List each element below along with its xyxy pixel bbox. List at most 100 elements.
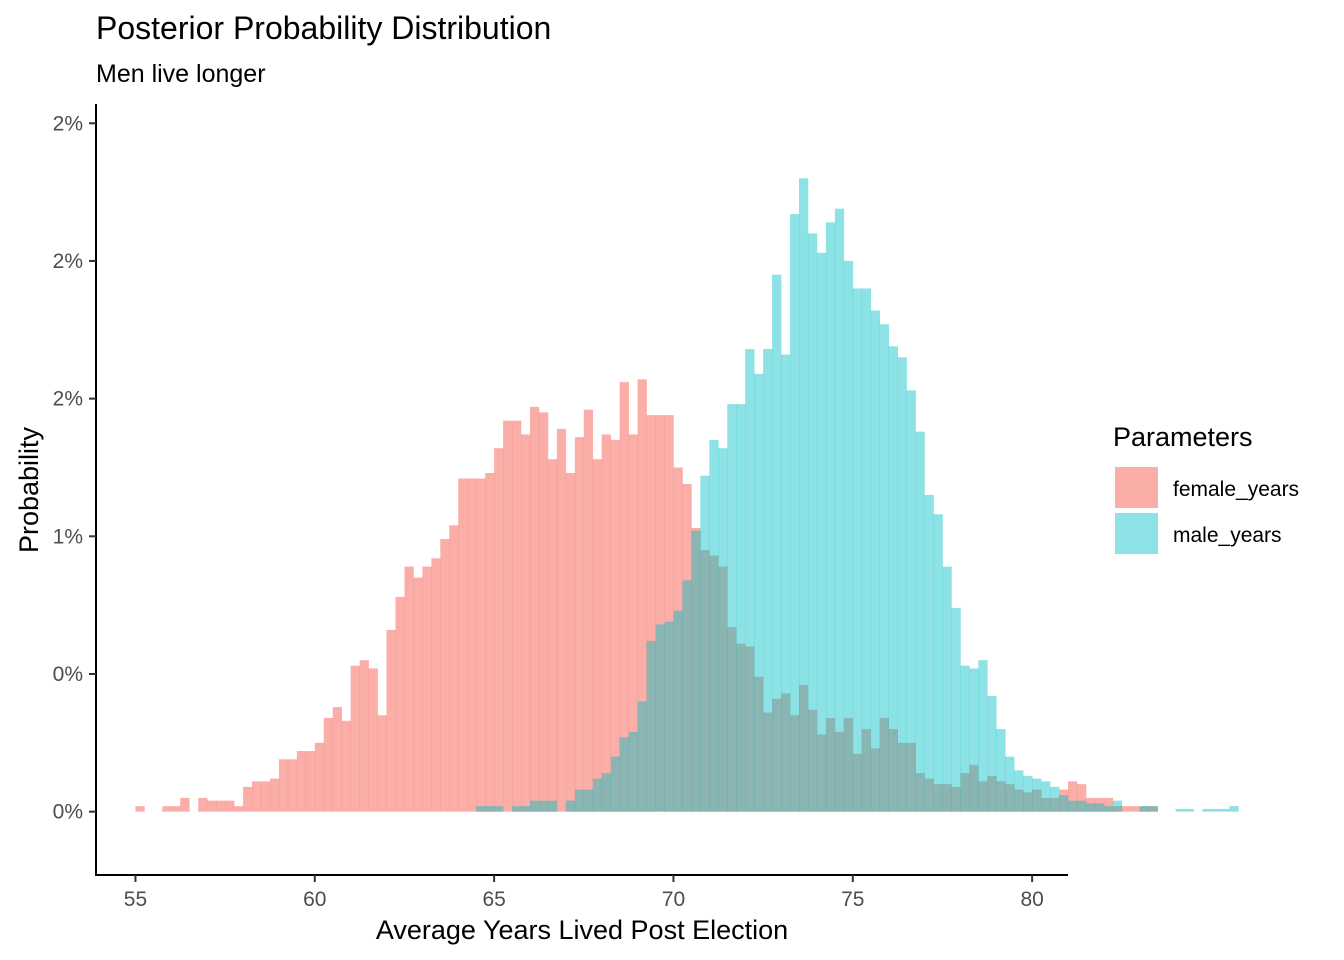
bar-female_years-91: [951, 786, 961, 812]
bar-female_years-82: [870, 748, 880, 812]
bar-male_years-8: [547, 800, 558, 812]
bar-male_years-38: [816, 252, 827, 812]
bar-female_years-68: [745, 646, 755, 812]
x-tick-label-75: 75: [841, 888, 864, 911]
bar-female_years-31: [413, 577, 423, 812]
bar-male_years-79: [1184, 808, 1194, 812]
bar-male_years-0: [476, 806, 486, 812]
bar-male_years-51: [933, 514, 943, 812]
bar-female_years-98: [1014, 789, 1024, 812]
series-male_years: [476, 178, 1239, 812]
bar-female_years-84: [888, 729, 898, 812]
bar-male_years-29: [736, 404, 746, 812]
bar-female_years-30: [404, 566, 414, 812]
bar-female_years-101: [1041, 797, 1051, 812]
bar-male_years-26: [709, 439, 719, 812]
bar-male_years-37: [807, 233, 818, 812]
legend-label-male: male_years: [1173, 524, 1282, 547]
bar-male_years-1: [485, 806, 495, 812]
bar-female_years-113: [1148, 806, 1158, 812]
bar-male_years-65: [1059, 795, 1069, 812]
bar-female_years-95: [987, 775, 997, 812]
bar-female_years-0: [135, 806, 145, 812]
bar-female_years-7: [198, 797, 208, 812]
bar-female_years-39: [485, 472, 495, 812]
legend-label-female: female_years: [1173, 478, 1299, 501]
bar-female_years-100: [1032, 789, 1042, 812]
bar-male_years-21: [664, 621, 674, 812]
bar-female_years-4: [171, 806, 181, 812]
bar-female_years-24: [350, 665, 360, 812]
bar-male_years-20: [655, 624, 665, 812]
bar-female_years-112: [1139, 806, 1149, 812]
bar-female_years-96: [996, 781, 1006, 812]
bar-female_years-40: [494, 448, 504, 812]
bar-female_years-50: [583, 409, 594, 812]
bar-female_years-94: [978, 781, 988, 812]
bar-female_years-42: [512, 420, 522, 812]
bar-male_years-55: [969, 668, 979, 812]
bar-male_years-61: [1023, 775, 1033, 812]
bar-male_years-45: [879, 324, 889, 812]
bar-male_years-35: [790, 214, 800, 812]
bar-male_years-63: [1041, 781, 1051, 812]
legend: Parameters female_years male_years: [1113, 422, 1299, 554]
bar-female_years-61: [682, 483, 692, 812]
bar-female_years-62: [691, 528, 701, 812]
bar-male_years-58: [996, 729, 1006, 812]
bar-male_years-23: [682, 580, 692, 812]
bar-female_years-41: [503, 420, 513, 812]
bar-female_years-8: [207, 800, 217, 812]
bar-male_years-84: [1229, 806, 1239, 812]
bar-female_years-13: [252, 781, 262, 812]
bar-female_years-60: [673, 467, 683, 812]
bar-female_years-3: [162, 806, 172, 812]
bar-female_years-64: [709, 555, 719, 812]
bar-male_years-2: [494, 806, 504, 812]
bar-male_years-36: [799, 178, 809, 812]
bar-male_years-52: [942, 566, 952, 812]
bar-female_years-83: [879, 718, 889, 812]
bar-female_years-87: [915, 773, 925, 812]
bar-female_years-75: [807, 709, 818, 812]
bar-female_years-12: [243, 786, 253, 812]
bar-female_years-72: [781, 693, 791, 812]
bar-female_years-110: [1121, 806, 1132, 812]
bar-female_years-58: [655, 415, 665, 812]
bar-male_years-34: [781, 354, 791, 812]
bar-male_years-78: [1175, 808, 1185, 812]
bar-male_years-67: [1076, 800, 1087, 812]
bar-male_years-17: [628, 731, 638, 812]
bar-female_years-48: [565, 472, 576, 812]
bar-male_years-69: [1094, 803, 1105, 812]
bar-male_years-50: [924, 495, 934, 812]
y-tick-label-3: 2%: [53, 388, 83, 411]
bar-female_years-15: [269, 778, 280, 812]
bar-male_years-64: [1050, 786, 1060, 812]
chart-title: Posterior Probability Distribution: [96, 10, 551, 46]
bar-male_years-16: [619, 737, 629, 812]
y-axis-ticks: 0% 0% 1% 2% 2% 2%: [53, 112, 96, 824]
bar-female_years-17: [287, 759, 298, 812]
bar-male_years-25: [700, 475, 710, 812]
bar-female_years-34: [440, 539, 450, 812]
bar-female_years-105: [1076, 784, 1087, 812]
bar-male_years-12: [583, 789, 594, 812]
bar-male_years-19: [646, 640, 656, 812]
bar-female_years-51: [592, 459, 603, 812]
bar-female_years-73: [790, 715, 800, 812]
bar-male_years-75: [1148, 806, 1158, 812]
bar-female_years-78: [834, 731, 845, 812]
bar-female_years-111: [1130, 806, 1141, 812]
y-tick-label-2: 1%: [53, 525, 83, 548]
bar-female_years-80: [852, 753, 863, 812]
bar-male_years-33: [772, 274, 782, 812]
bar-female_years-53: [610, 439, 620, 812]
bar-female_years-65: [718, 566, 728, 812]
bar-female_years-19: [305, 751, 316, 812]
bar-male_years-5: [521, 806, 531, 812]
bar-female_years-67: [736, 643, 746, 812]
bar-female_years-54: [619, 382, 629, 812]
bar-female_years-38: [476, 478, 486, 812]
bar-female_years-85: [897, 742, 907, 812]
